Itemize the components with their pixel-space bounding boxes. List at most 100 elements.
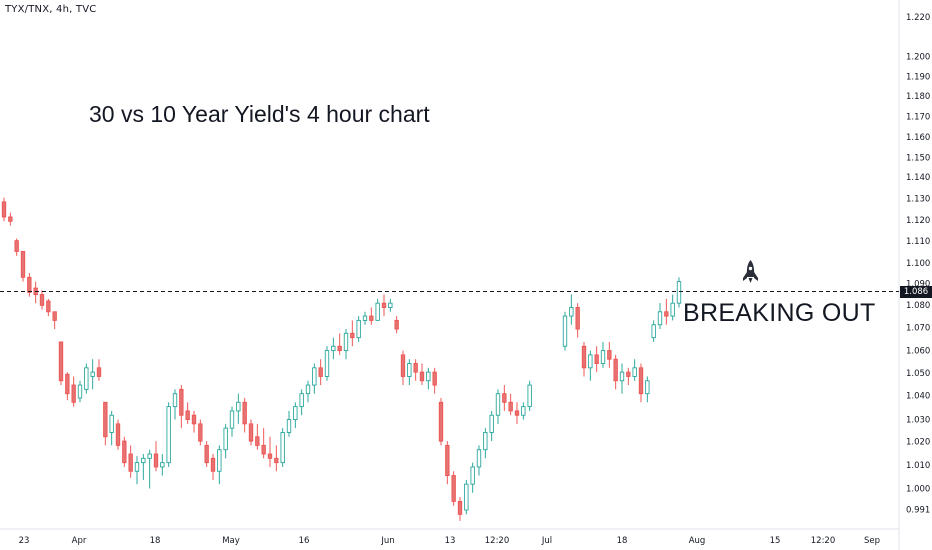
- candle-up: [217, 449, 222, 472]
- last-price-tag: 1.086: [900, 286, 932, 298]
- candle-down: [613, 358, 618, 382]
- candle-down: [451, 475, 456, 502]
- candle-up: [476, 449, 482, 468]
- price-tick-label: 1.120: [906, 216, 930, 226]
- candle-up: [331, 345, 336, 352]
- candle-down: [128, 453, 133, 472]
- price-tick-label: 1.000: [906, 485, 930, 495]
- candle-up: [90, 371, 95, 377]
- candle-up: [280, 432, 285, 464]
- rocket-icon: [743, 260, 758, 283]
- candle-up: [324, 350, 330, 377]
- candle-up: [645, 380, 650, 395]
- candle-up: [77, 384, 83, 399]
- candle-down: [445, 444, 450, 477]
- candle-down: [96, 367, 102, 377]
- candle-up: [619, 371, 625, 382]
- candle-down: [419, 371, 425, 382]
- time-tick-label: 12:20: [485, 536, 510, 546]
- price-tick-label: 1.190: [906, 73, 930, 83]
- candlestick-series: [1, 197, 682, 521]
- time-tick-label: 13: [445, 536, 456, 546]
- price-tick-label: 1.110: [906, 237, 930, 247]
- candle-up: [236, 401, 241, 412]
- price-tick-label: 0.991: [906, 506, 930, 516]
- candle-up: [470, 466, 475, 485]
- candle-up: [407, 363, 412, 377]
- candle-down: [581, 345, 587, 369]
- candle-up: [464, 483, 469, 511]
- time-axis[interactable]: 23 Apr 18 May 16 Jun 13 12:20 Jul 18 Aug 15 12:20 Sep: [19, 536, 880, 546]
- time-tick-label: 23: [19, 536, 30, 546]
- candle-down: [8, 216, 13, 222]
- candle-down: [337, 345, 342, 352]
- candle-down: [179, 388, 184, 416]
- candle-down: [153, 453, 159, 468]
- price-tick-label: 1.070: [906, 324, 930, 334]
- price-tick-label: 1.150: [906, 154, 930, 164]
- candle-up: [527, 384, 532, 408]
- candle-down: [204, 444, 209, 464]
- candle-down: [432, 371, 437, 386]
- candle-down: [381, 302, 387, 308]
- candle-up: [223, 427, 228, 451]
- time-tick-label: Jun: [380, 536, 394, 546]
- candle-up: [160, 462, 165, 468]
- candle-up: [588, 354, 593, 369]
- candle-down: [71, 384, 76, 403]
- candle-down: [594, 354, 599, 364]
- candle-up: [569, 307, 574, 317]
- candle-down: [607, 350, 612, 360]
- candle-up: [426, 371, 431, 382]
- time-tick-label: 16: [299, 536, 310, 546]
- candle-up: [483, 432, 488, 451]
- time-tick-label: Jul: [541, 536, 552, 546]
- breaking-out-label: BREAKING OUT: [683, 299, 876, 327]
- price-tick-label: 1.040: [906, 392, 930, 402]
- candle-down: [115, 423, 121, 446]
- candle-up: [147, 453, 152, 459]
- candle-down: [255, 436, 260, 446]
- candle-down: [122, 440, 127, 464]
- price-tick-label: 1.200: [906, 53, 930, 63]
- candle-up: [141, 457, 146, 464]
- candle-down: [413, 363, 418, 373]
- candle-down: [394, 319, 399, 330]
- time-tick-label: 18: [150, 536, 161, 546]
- time-tick-label: May: [222, 536, 240, 546]
- price-tick-label: 1.220: [906, 13, 930, 23]
- candle-down: [198, 423, 203, 442]
- candle-up: [495, 393, 501, 416]
- candle-down: [248, 423, 254, 442]
- candle-down: [400, 354, 406, 377]
- candle-up: [109, 414, 114, 433]
- candle-down: [438, 401, 444, 442]
- candle-down: [318, 367, 323, 377]
- price-axis[interactable]: 0.991 1.000 1.010 1.020 1.030 1.040 1.050 1.060…: [906, 13, 930, 516]
- price-tick-label: 1.080: [906, 301, 930, 311]
- candle-down: [191, 414, 197, 425]
- candle-up: [632, 367, 637, 377]
- candle-up: [670, 302, 675, 317]
- candle-up: [166, 406, 171, 464]
- candle-down: [46, 300, 51, 313]
- candle-up: [388, 302, 393, 308]
- candle-up: [305, 384, 311, 395]
- price-tick-label: 1.030: [906, 416, 930, 426]
- candle-up: [172, 393, 178, 408]
- price-tick-label: 1.140: [906, 173, 930, 183]
- price-tick-label: 1.090: [906, 280, 930, 290]
- price-tick-label: 1.180: [906, 92, 930, 102]
- candle-up: [521, 406, 526, 416]
- candle-up: [312, 367, 317, 386]
- candle-down: [502, 393, 507, 403]
- candle-up: [84, 367, 89, 390]
- candle-down: [638, 367, 644, 395]
- candle-down: [65, 373, 70, 395]
- symbol-title: TYX/TNX, 4h, TVC: [5, 4, 97, 15]
- time-tick-label: Sep: [864, 536, 880, 546]
- candle-down: [514, 410, 520, 416]
- candle-down: [14, 240, 19, 252]
- candle-down: [20, 250, 26, 278]
